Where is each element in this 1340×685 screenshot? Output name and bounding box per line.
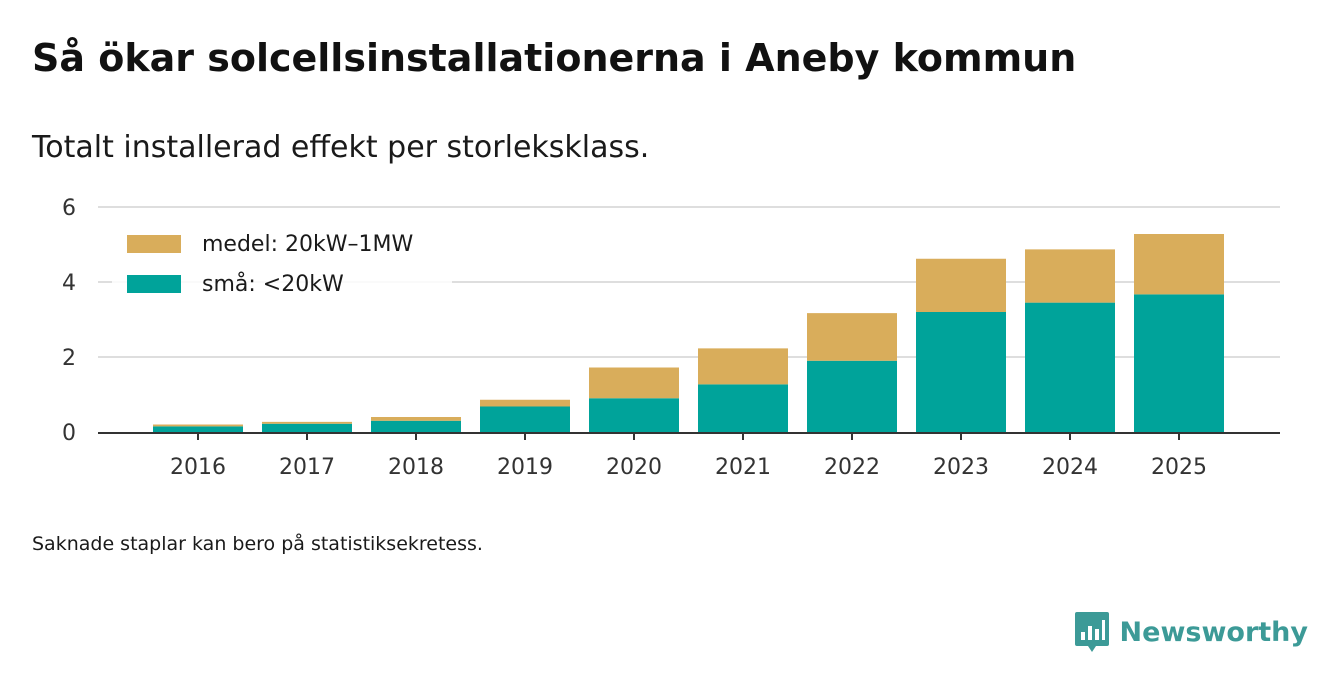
y-tick-label: 0 bbox=[62, 421, 76, 446]
x-tick-label: 2018 bbox=[388, 455, 444, 480]
chart-title: Så ökar solcellsinstallationerna i Aneby… bbox=[32, 36, 1077, 80]
y-axis-ticks: 0 2 4 6 bbox=[62, 196, 76, 446]
footnote: Saknade staplar kan bero på statistiksek… bbox=[32, 533, 483, 555]
bar-segment bbox=[1025, 302, 1115, 432]
bar-segment bbox=[698, 384, 788, 432]
x-tick-label: 2023 bbox=[933, 455, 989, 480]
x-axis: 2016 2017 2018 2019 2020 2021 2022 2023 2024 2025 bbox=[98, 432, 1280, 480]
x-tick-label: 2020 bbox=[606, 455, 662, 480]
bar-segment bbox=[371, 417, 461, 421]
bar-segment bbox=[589, 367, 679, 399]
brand: Newsworthy bbox=[1074, 610, 1308, 654]
bar-segment bbox=[589, 398, 679, 432]
bar-segment bbox=[1134, 294, 1224, 432]
x-tick-label: 2016 bbox=[170, 455, 226, 480]
y-tick-label: 2 bbox=[62, 346, 76, 371]
x-tick-label: 2019 bbox=[497, 455, 553, 480]
bar-segment bbox=[262, 423, 352, 432]
newsworthy-logo-icon bbox=[1074, 612, 1109, 652]
bar-segment bbox=[1134, 234, 1224, 295]
x-tick-label: 2017 bbox=[279, 455, 335, 480]
bar-segment bbox=[807, 360, 897, 432]
y-tick-label: 6 bbox=[62, 196, 76, 221]
chart-subtitle: Totalt installerad effekt per storlekskl… bbox=[32, 130, 650, 165]
bar-segment bbox=[153, 426, 243, 432]
x-tick-label: 2024 bbox=[1042, 455, 1098, 480]
bars bbox=[153, 234, 1224, 432]
bar-segment bbox=[371, 420, 461, 432]
bar-chart: 0 2 4 6 2016 2017 2018 2019 2020 2021 2022 2023 202… bbox=[62, 196, 1280, 480]
legend-swatch bbox=[127, 235, 181, 253]
bar-segment bbox=[480, 406, 570, 432]
bar-segment bbox=[916, 258, 1006, 312]
x-tick-label: 2025 bbox=[1151, 455, 1207, 480]
legend: medel: 20kW–1MW små: <20kW bbox=[112, 222, 452, 308]
legend-label: medel: 20kW–1MW bbox=[202, 232, 413, 257]
bar-segment bbox=[480, 399, 570, 407]
legend-swatch bbox=[127, 275, 181, 293]
y-tick-label: 4 bbox=[62, 271, 76, 296]
x-tick-label: 2021 bbox=[715, 455, 771, 480]
x-tick-label: 2022 bbox=[824, 455, 880, 480]
bar-segment bbox=[698, 348, 788, 385]
bar-segment bbox=[153, 424, 243, 427]
legend-label: små: <20kW bbox=[202, 271, 344, 297]
bar-segment bbox=[916, 312, 1006, 432]
brand-name: Newsworthy bbox=[1119, 616, 1308, 648]
bar-segment bbox=[262, 421, 352, 424]
bar-segment bbox=[1025, 249, 1115, 303]
bar-segment bbox=[807, 313, 897, 361]
